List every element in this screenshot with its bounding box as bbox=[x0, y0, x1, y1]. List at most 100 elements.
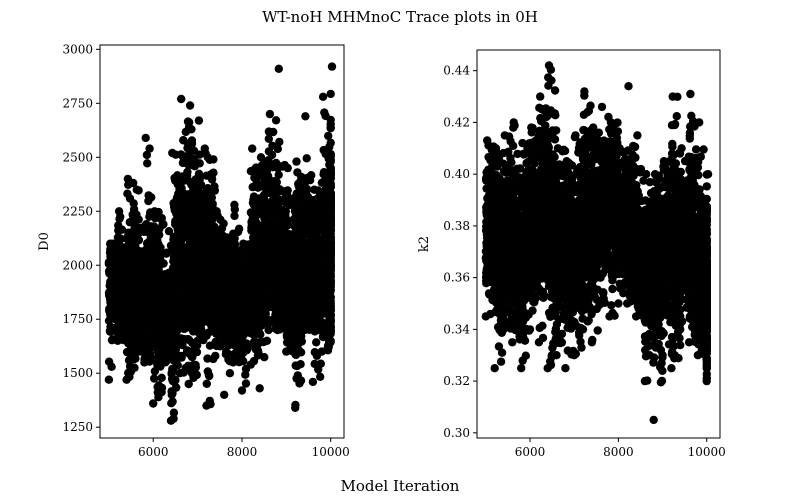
scatter-point bbox=[295, 379, 304, 388]
scatter-point bbox=[195, 283, 204, 292]
scatter-point-low bbox=[104, 375, 114, 384]
scatter-point bbox=[141, 321, 150, 330]
y-tick-label: 1250 bbox=[62, 420, 93, 434]
scatter-point bbox=[114, 278, 124, 288]
scatter-point bbox=[186, 289, 196, 298]
scatter-point bbox=[268, 315, 277, 324]
scatter-point bbox=[142, 150, 152, 160]
scatter-point bbox=[310, 266, 319, 276]
scatter-point bbox=[164, 227, 174, 236]
scatter-point bbox=[177, 184, 186, 193]
scatter-point bbox=[221, 286, 230, 296]
scatter-point bbox=[213, 211, 222, 220]
scatter-point bbox=[202, 379, 211, 388]
scatter-point bbox=[195, 245, 205, 254]
scatter-point bbox=[124, 348, 133, 357]
scatter-point bbox=[193, 252, 203, 261]
scatter-point bbox=[293, 371, 302, 380]
scatter-point bbox=[125, 362, 135, 371]
scatter-point bbox=[326, 299, 335, 308]
scatter-point bbox=[214, 228, 223, 238]
scatter-point bbox=[150, 367, 160, 376]
scatter-point bbox=[177, 353, 186, 362]
scatter-point bbox=[300, 300, 310, 309]
scatter-point bbox=[193, 186, 203, 196]
scatter-point bbox=[173, 293, 182, 302]
scatter-point bbox=[195, 159, 204, 168]
scatter-point bbox=[167, 354, 177, 363]
scatter-point-low bbox=[308, 377, 318, 387]
scatter-point bbox=[150, 283, 159, 292]
scatter-point bbox=[248, 215, 257, 224]
scatter-point bbox=[249, 195, 258, 204]
scatter-point bbox=[260, 353, 269, 362]
scatter-point bbox=[267, 254, 276, 264]
scatter-point bbox=[114, 299, 123, 308]
scatter-point bbox=[115, 234, 124, 243]
scatter-point-low bbox=[490, 364, 499, 373]
scatter-point-high bbox=[194, 116, 204, 125]
scatter-point bbox=[300, 230, 310, 239]
scatter-point bbox=[273, 144, 282, 154]
scatter-point bbox=[157, 373, 166, 382]
scatter-point bbox=[125, 320, 134, 329]
scatter-point bbox=[125, 218, 134, 227]
scatter-point bbox=[123, 232, 132, 241]
scatter-point bbox=[154, 381, 164, 390]
scatter-point bbox=[239, 298, 248, 307]
scatter-point bbox=[255, 272, 264, 282]
scatter-point bbox=[243, 342, 252, 351]
scatter-point bbox=[296, 348, 306, 357]
scatter-point bbox=[151, 304, 160, 313]
scatter-point bbox=[326, 272, 335, 281]
d0-trace-panel: 6000 8000 10000125015001750200022502500275… bbox=[37, 42, 350, 459]
scatter-point bbox=[189, 360, 198, 370]
scatter-point bbox=[310, 307, 319, 316]
scatter-point bbox=[282, 285, 291, 294]
scatter-point bbox=[203, 309, 213, 318]
scatter-point bbox=[205, 396, 214, 406]
scatter-point bbox=[257, 250, 266, 259]
scatter-point bbox=[266, 179, 275, 188]
scatter-point bbox=[203, 354, 212, 363]
y-tick-label: 2750 bbox=[62, 96, 93, 110]
scatter-point-high bbox=[292, 157, 301, 166]
scatter-point bbox=[239, 357, 248, 366]
scatter-point bbox=[143, 159, 152, 168]
scatter-point bbox=[317, 327, 327, 336]
scatter-point bbox=[151, 320, 160, 330]
scatter-point bbox=[230, 323, 240, 332]
scatter-point bbox=[232, 334, 241, 343]
scatter-point bbox=[125, 328, 135, 337]
scatter-point bbox=[273, 241, 282, 251]
scatter-point bbox=[197, 325, 206, 334]
scatter-point bbox=[238, 321, 247, 330]
scatter-point bbox=[107, 362, 116, 371]
scatter-point bbox=[158, 220, 167, 230]
scatter-points bbox=[481, 61, 713, 425]
scatter-point bbox=[271, 116, 281, 125]
scatter-point bbox=[193, 293, 202, 302]
scatter-point bbox=[169, 377, 179, 387]
scatter-point bbox=[141, 251, 150, 260]
scatter-point bbox=[124, 368, 133, 378]
scatter-point bbox=[167, 399, 176, 408]
scatter-point bbox=[113, 249, 123, 258]
scatter-point bbox=[219, 219, 228, 228]
scatter-point bbox=[168, 343, 178, 352]
scatter-point bbox=[176, 271, 185, 281]
scatter-point bbox=[275, 137, 284, 147]
scatter-point bbox=[247, 318, 256, 327]
scatter-point bbox=[188, 216, 197, 225]
scatter-point bbox=[223, 306, 233, 315]
scatter-point bbox=[264, 127, 274, 136]
scatter-point-low bbox=[220, 390, 229, 399]
scatter-point bbox=[292, 213, 301, 223]
x-tick-label: 8000 bbox=[227, 445, 258, 459]
scatter-point bbox=[326, 238, 335, 247]
scatter-point bbox=[230, 211, 239, 221]
scatter-point bbox=[305, 176, 315, 185]
scatter-point bbox=[229, 294, 238, 304]
